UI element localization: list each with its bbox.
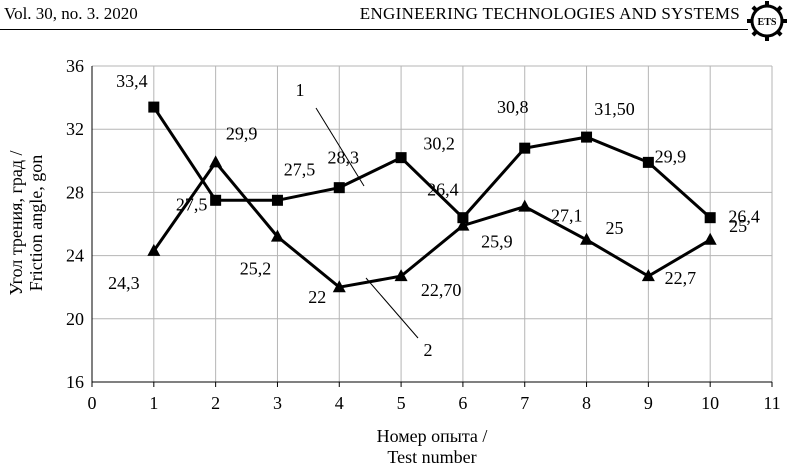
series-2-leader-line: [365, 277, 419, 339]
series-2-data-label: 29,9: [226, 123, 258, 143]
series-2-point: [394, 269, 408, 282]
series-1-point: [581, 131, 593, 143]
x-tick-label: 2: [211, 393, 220, 413]
series-1-point: [333, 182, 345, 194]
series-2-data-label: 25: [729, 216, 747, 236]
series-1-annotation: 1: [296, 80, 305, 100]
x-tick-label: 9: [644, 393, 653, 413]
journal-issue: Vol. 30, no. 3. 2020: [4, 4, 138, 23]
series-2-data-label: 25,2: [240, 259, 272, 279]
series-1-data-label: 28,3: [328, 148, 360, 168]
series-2-data-label: 22: [308, 287, 326, 307]
x-tick-label: 6: [458, 393, 467, 413]
y-axis-label: Угол трения, град / Friction angle, gon: [6, 151, 46, 296]
series-2-data-label: 25,9: [481, 232, 513, 252]
series-2-point: [270, 229, 284, 242]
series-2-point: [641, 269, 655, 282]
x-tick-label: 4: [335, 393, 344, 413]
header-divider: [0, 29, 748, 30]
x-tick-label: 0: [88, 393, 97, 413]
series-1-data-label: 33,4: [116, 71, 148, 91]
y-tick-label: 32: [66, 119, 84, 139]
series-1-point: [457, 212, 469, 224]
series-1-data-label: 31,50: [594, 99, 635, 119]
ets-logo-icon: ETS: [747, 1, 787, 41]
x-tick-label: 3: [273, 393, 282, 413]
x-tick-label: 5: [397, 393, 406, 413]
series: [147, 101, 717, 293]
series-2-point: [580, 232, 594, 245]
logo-text: ETS: [758, 17, 777, 28]
series-2-data-label: 22,7: [665, 268, 697, 288]
series-1-leader-line: [315, 107, 365, 187]
x-tick-label: 1: [149, 393, 158, 413]
series-1-data-label: 27,5: [284, 159, 316, 179]
series-1-point: [704, 212, 716, 224]
x-axis-label: Номер опыта / Test number: [92, 426, 772, 468]
series-1-point: [271, 194, 283, 206]
series-2-point: [332, 280, 346, 293]
y-tick-label: 36: [66, 56, 84, 76]
series-1-data-label: 29,9: [655, 146, 687, 166]
x-axis-label-line2: Test number: [387, 447, 477, 467]
series-1-point: [395, 152, 407, 164]
x-tick-label: 10: [701, 393, 719, 413]
series-1-data-label: 30,2: [423, 134, 455, 154]
x-tick-label: 7: [520, 393, 529, 413]
series-2-data-label: 24,3: [108, 273, 140, 293]
series-1-point: [642, 156, 654, 168]
series-2-point: [209, 155, 223, 168]
journal-title: ENGINEERING TECHNOLOGIES AND SYSTEMS: [359, 4, 740, 23]
series-2-data-label: 27,1: [551, 206, 583, 226]
y-tick-label: 28: [66, 182, 84, 202]
series-1-data-label: 27,5: [176, 194, 208, 214]
y-axis-label-line1: Угол трения, град /: [6, 151, 26, 296]
series-1-data-label: 26,4: [427, 180, 459, 200]
series-1-point: [148, 101, 160, 113]
y-axis-label-line2: Friction angle, gon: [26, 155, 46, 291]
series-2-data-label: 25: [606, 218, 624, 238]
series-2-point: [518, 199, 532, 212]
y-tick-label: 24: [66, 246, 84, 266]
data-labels: 33,4 27,5 27,5 28,3 30,2 26,4 30,8 31,50 29,9 26,…: [108, 71, 760, 307]
series-2-point: [147, 243, 161, 256]
series-annotations: 12: [296, 80, 433, 360]
series-1-point: [210, 194, 222, 206]
grid: [91, 65, 773, 383]
series-2-line: [152, 159, 711, 289]
series-2-point: [456, 218, 470, 231]
series-2-annotation: 2: [424, 340, 433, 360]
x-tick-label: 8: [582, 393, 591, 413]
series-2-point: [703, 232, 717, 245]
y-tick-label: 16: [66, 372, 84, 392]
y-tick-label: 20: [66, 309, 84, 329]
x-tick-label: 11: [763, 393, 780, 413]
x-axis-label-line1: Номер опыта /: [376, 426, 488, 446]
series-1-data-label: 30,8: [497, 97, 529, 117]
series-1-point: [519, 142, 531, 154]
series-2-data-label: 22,70: [421, 280, 462, 300]
series-1-data-label: 26,4: [728, 207, 760, 227]
